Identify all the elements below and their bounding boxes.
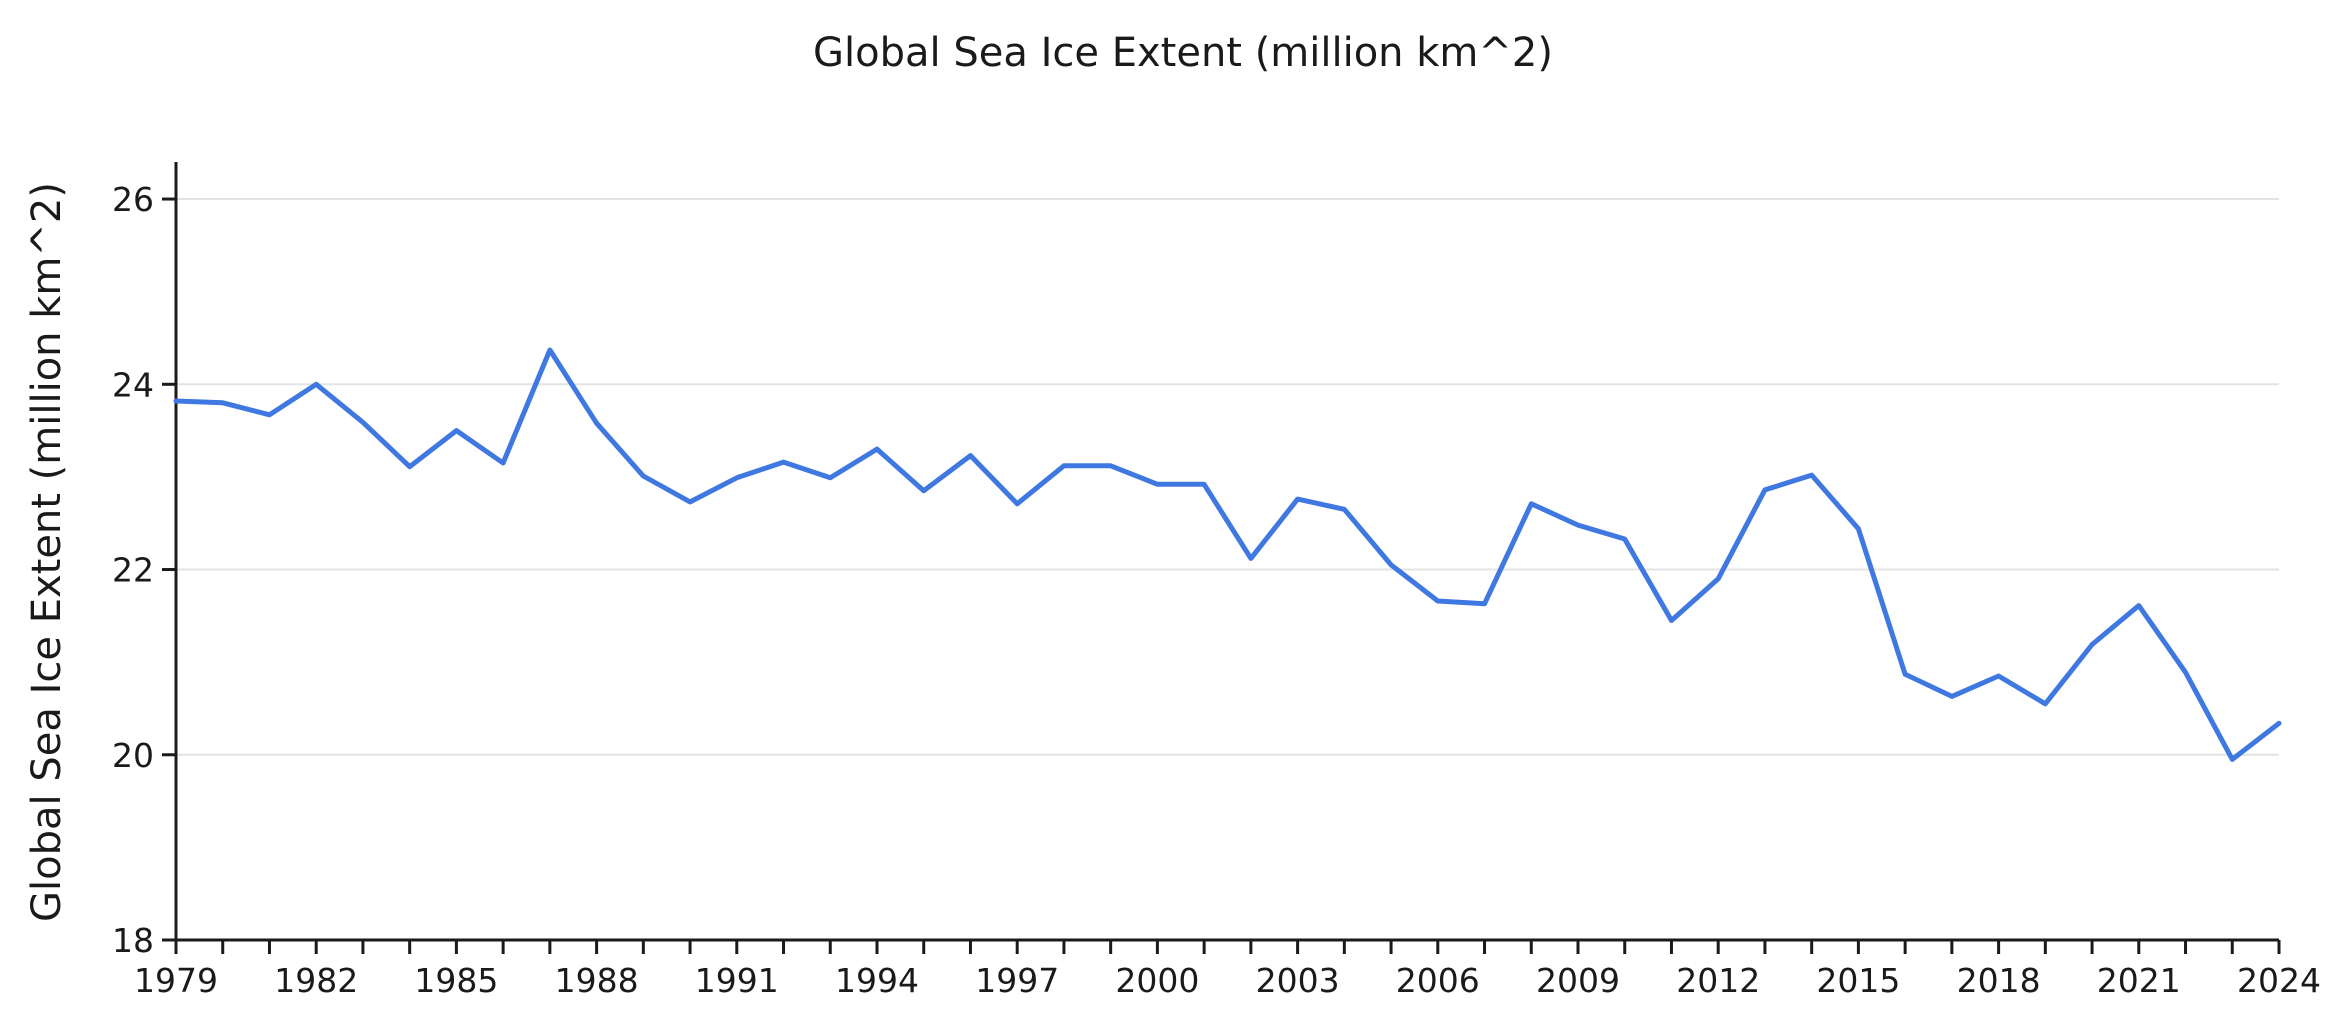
x-tick-label-2003: 2003 [1256,961,1340,1000]
x-tick-label-1979: 1979 [134,961,218,1000]
chart-title: Global Sea Ice Extent (million km^2) [813,30,1553,76]
x-tick-label-1991: 1991 [695,961,779,1000]
y-tick-label-18: 18 [112,921,154,960]
x-tick-label-2018: 2018 [1957,961,2041,1000]
x-tick-label-2024: 2024 [2237,961,2321,1000]
y-tick-label-22: 22 [112,551,154,590]
axes-layer: 18 20 22 24 26 1979 1982 1985 1988 1991 1994 1997 20… [112,162,2321,1000]
x-tick-label-1982: 1982 [274,961,358,1000]
x-tick-label-1994: 1994 [835,961,919,1000]
x-tick-label-2015: 2015 [1816,961,1900,1000]
x-tick-label-2021: 2021 [2097,961,2181,1000]
x-tick-label-1985: 1985 [414,961,498,1000]
x-tick-label-1988: 1988 [555,961,639,1000]
y-tick-label-20: 20 [112,736,154,775]
x-tick-label-2000: 2000 [1115,961,1199,1000]
x-tick-label-1997: 1997 [975,961,1059,1000]
grid-layer [176,198,2279,756]
x-tick-label-2006: 2006 [1396,961,1480,1000]
series-line-0 [173,347,2282,762]
y-tick-label-26: 26 [112,180,154,219]
series-layer [173,347,2282,762]
y-axis-label: Global Sea Ice Extent (million km^2) [24,182,70,922]
x-tick-label-2009: 2009 [1536,961,1620,1000]
y-tick-label-24: 24 [112,365,154,404]
x-tick-label-2012: 2012 [1676,961,1760,1000]
